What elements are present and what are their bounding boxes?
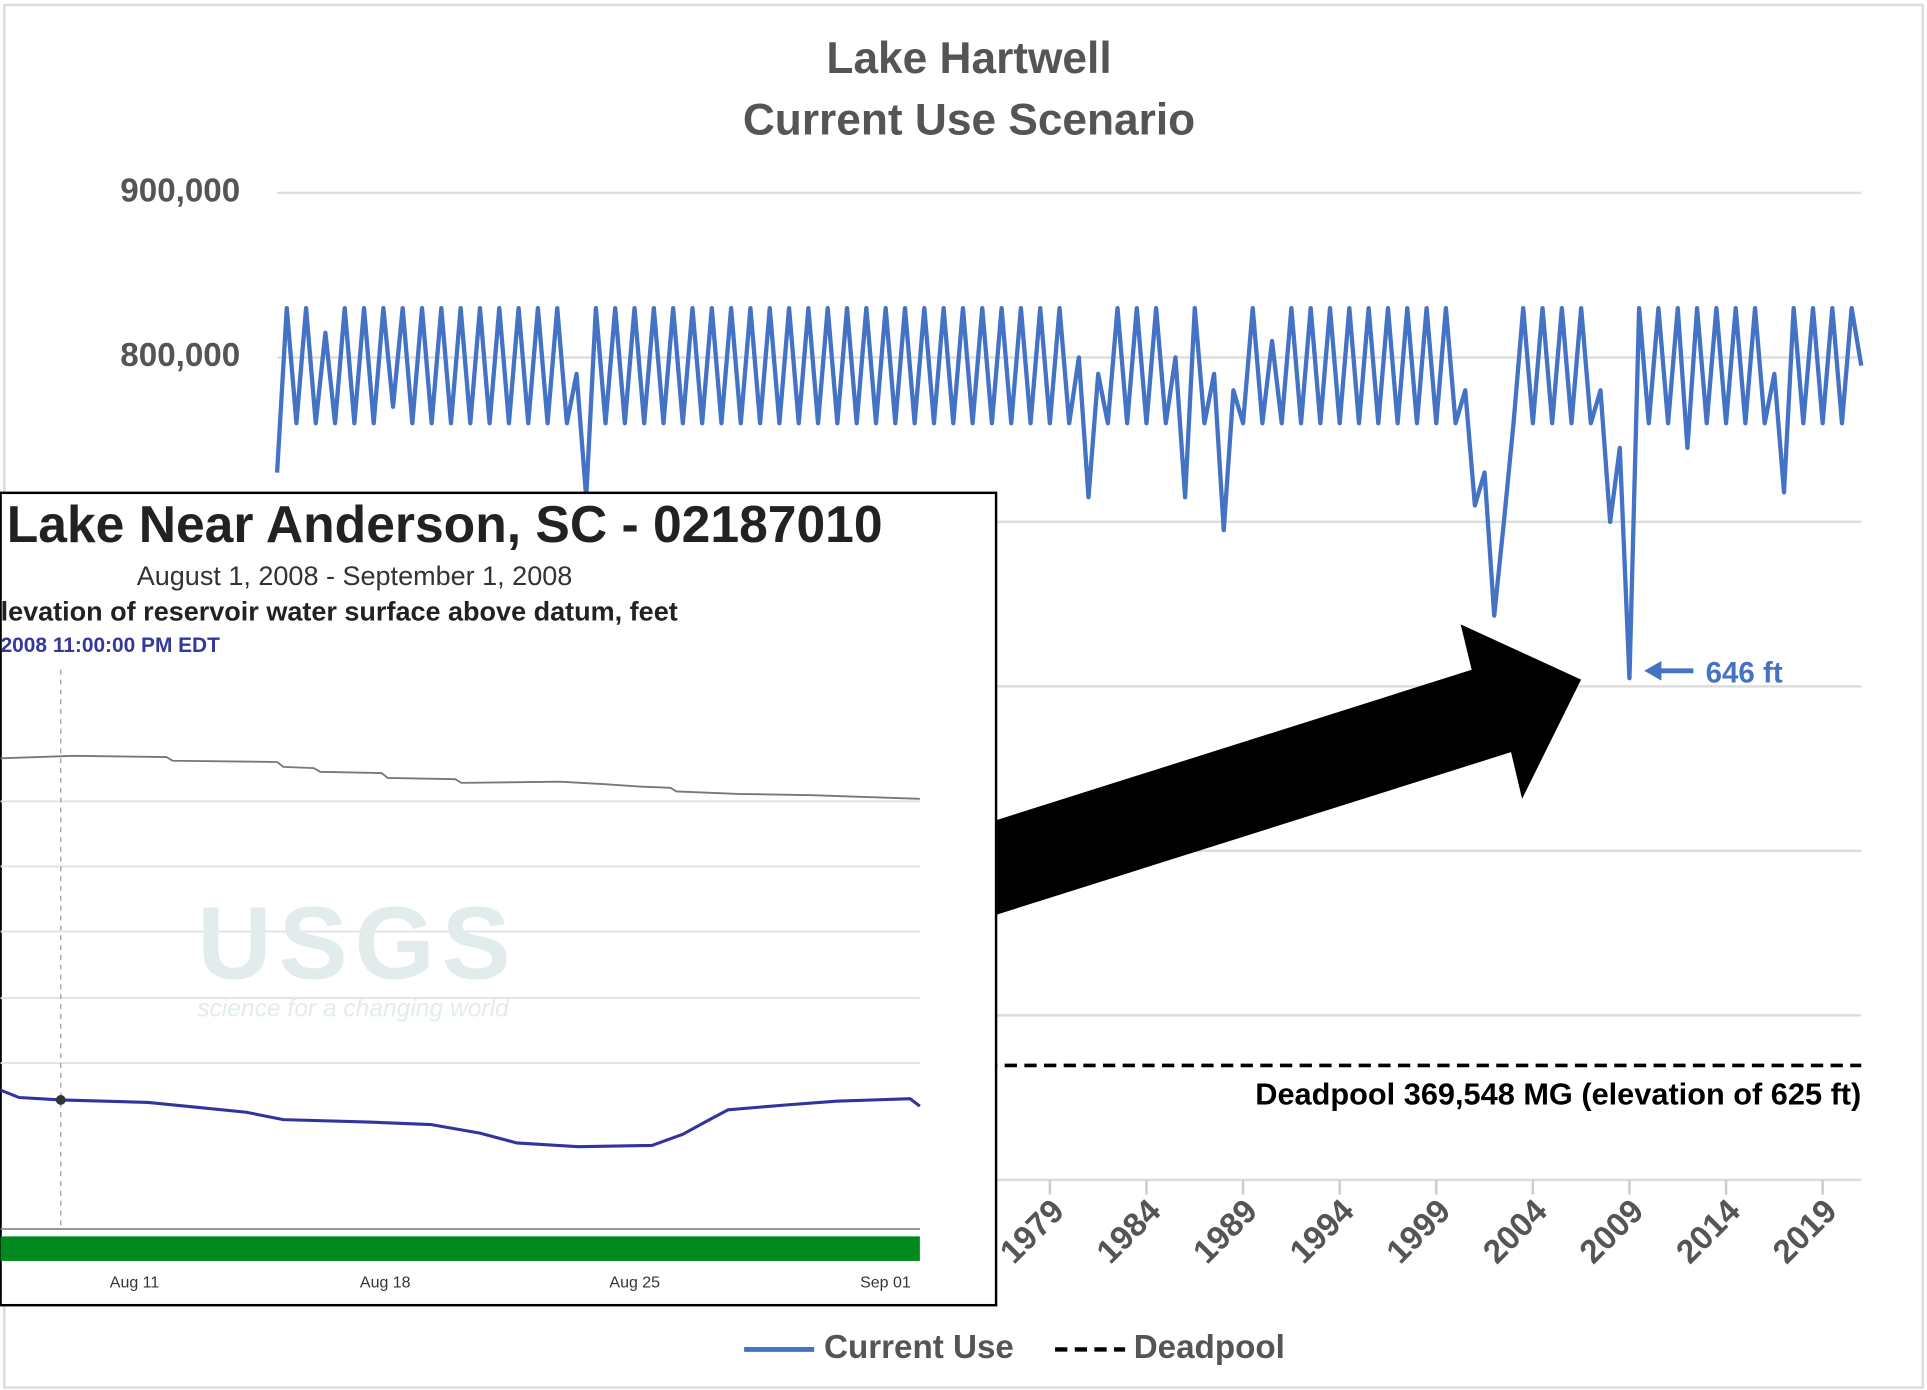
inset-y-label: levation of reservoir water surface abov… [1, 596, 678, 626]
inset-x-tick-label: Aug 18 [360, 1274, 411, 1291]
inset-watermark-tagline: science for a changing world [197, 996, 510, 1023]
annotation-arrowhead [1644, 660, 1662, 681]
inset-chart: Lake Near Anderson, SC - 02187010 August… [0, 491, 998, 1307]
inset-watermark: USGS [197, 886, 510, 1001]
y-tick-label: 900,000 [120, 173, 240, 210]
inset-annotation: 2008 11:00:00 PM EDT [1, 634, 221, 657]
inset-status-bar [0, 1236, 920, 1261]
reference-label: Deadpool 369,548 MG (elevation of 625 ft… [1255, 1076, 1861, 1111]
legend-label: Deadpool [1134, 1329, 1285, 1366]
inset-x-tick-label: Aug 11 [110, 1274, 160, 1291]
y-tick-label: 800,000 [120, 337, 240, 374]
data-line [274, 305, 1864, 681]
inset-x-tick-label: Aug 25 [609, 1274, 660, 1291]
chart-subtitle: Current Use Scenario [743, 96, 1195, 145]
big-arrow [993, 624, 1582, 916]
inset-gray-line [0, 754, 920, 800]
inset-frame [0, 491, 998, 1307]
inset-title: Lake Near Anderson, SC - 02187010 [7, 495, 883, 553]
legend-label: Current Use [824, 1329, 1014, 1366]
inset-x-tick-label: Sep 01 [860, 1274, 911, 1291]
inset-subtitle: August 1, 2008 - September 1, 2008 [137, 561, 573, 591]
chart-title: Lake Hartwell [826, 34, 1111, 83]
inset-cursor-dot [55, 1095, 66, 1105]
inset-blue-line [0, 1088, 921, 1149]
inset-grid [0, 800, 920, 1065]
annotation: 646 ft [1706, 656, 1783, 689]
